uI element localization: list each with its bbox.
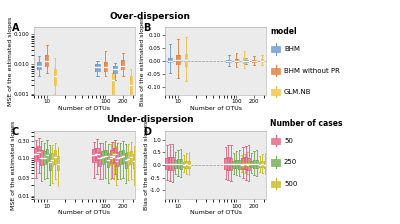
Bar xyxy=(271,89,280,95)
Text: D: D xyxy=(143,127,151,137)
Text: BHM without PR: BHM without PR xyxy=(284,68,340,73)
X-axis label: Number of OTUs: Number of OTUs xyxy=(190,106,242,111)
X-axis label: Number of OTUs: Number of OTUs xyxy=(58,210,110,215)
Text: model: model xyxy=(270,27,297,36)
Text: Number of cases: Number of cases xyxy=(270,119,342,128)
Text: 500: 500 xyxy=(284,181,297,187)
Bar xyxy=(271,181,280,187)
Text: BHM: BHM xyxy=(284,46,300,52)
Y-axis label: Bias of the estimated slopes: Bias of the estimated slopes xyxy=(140,17,145,106)
Bar xyxy=(271,46,280,52)
Text: 50: 50 xyxy=(284,138,293,144)
X-axis label: Number of OTUs: Number of OTUs xyxy=(58,106,110,111)
Text: Under-dispersion: Under-dispersion xyxy=(106,115,194,124)
Text: Over-dispersion: Over-dispersion xyxy=(110,12,190,21)
Text: A: A xyxy=(12,23,19,33)
Text: GLM.NB: GLM.NB xyxy=(284,89,312,95)
Text: B: B xyxy=(143,23,150,33)
Y-axis label: Bias of the estimated slopes: Bias of the estimated slopes xyxy=(144,121,149,210)
Y-axis label: MSE of the estimated slopes: MSE of the estimated slopes xyxy=(11,121,16,210)
Bar xyxy=(271,68,280,74)
Text: 250: 250 xyxy=(284,159,297,165)
Bar xyxy=(271,159,280,166)
Text: C: C xyxy=(12,127,19,137)
Bar xyxy=(271,138,280,144)
X-axis label: Number of OTUs: Number of OTUs xyxy=(190,210,242,215)
Y-axis label: MSE of the estimated slopes: MSE of the estimated slopes xyxy=(8,17,13,106)
